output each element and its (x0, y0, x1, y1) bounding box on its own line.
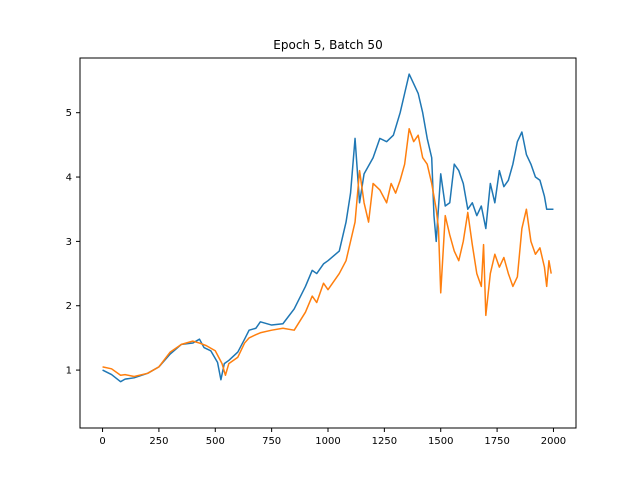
y-tick-label: 2 (66, 301, 72, 312)
x-tick-label: 750 (262, 436, 281, 447)
series-line-1 (102, 73, 554, 383)
x-tick-label: 1000 (315, 436, 340, 447)
series-layer (102, 73, 554, 383)
plot-frame (79, 57, 577, 429)
x-tick-label: 250 (149, 436, 168, 447)
y-tick-label: 3 (66, 237, 72, 248)
x-tick-label: 500 (206, 436, 225, 447)
x-tick-label: 2000 (541, 436, 566, 447)
chart-title: Epoch 5, Batch 50 (273, 38, 382, 52)
series-line-2 (102, 128, 552, 378)
x-tick-label: 1750 (484, 436, 509, 447)
x-axis-ticks: 0 250 500 750 1000 1250 1500 1750 2000 (99, 428, 566, 447)
x-tick-label: 1250 (372, 436, 397, 447)
x-tick-label: 1500 (428, 436, 453, 447)
y-tick-label: 1 (66, 366, 72, 377)
x-tick-label: 0 (99, 436, 105, 447)
y-tick-label: 4 (66, 173, 72, 184)
y-tick-label: 5 (66, 108, 72, 119)
y-axis-ticks: 1 2 3 4 5 (66, 108, 80, 377)
